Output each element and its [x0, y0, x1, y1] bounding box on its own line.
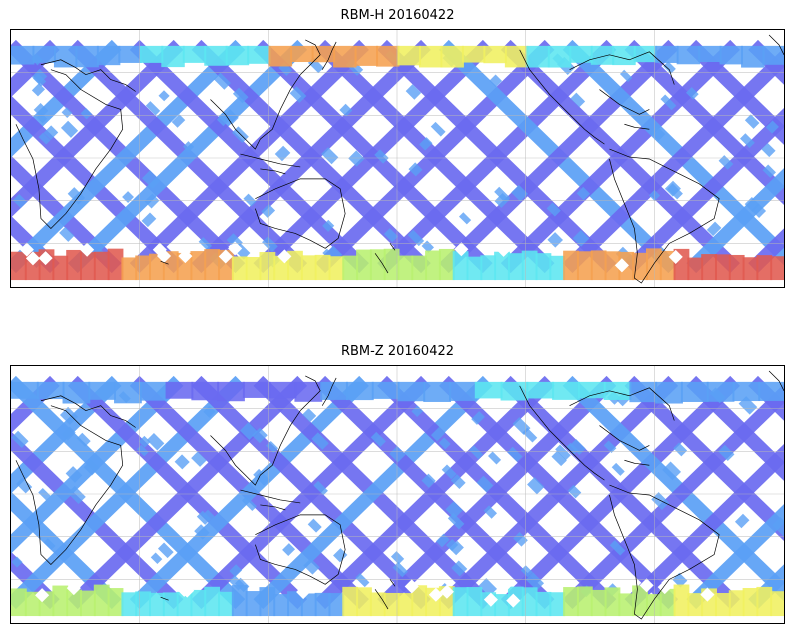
map-canvas	[11, 30, 784, 287]
map-panel-rbm-z	[10, 365, 785, 624]
map-canvas	[11, 366, 784, 623]
map-title-top: RBM-H 20160422	[340, 8, 455, 23]
map-title-bottom: RBM-Z 20160422	[340, 344, 455, 359]
map-panel-rbm-h	[10, 29, 785, 288]
